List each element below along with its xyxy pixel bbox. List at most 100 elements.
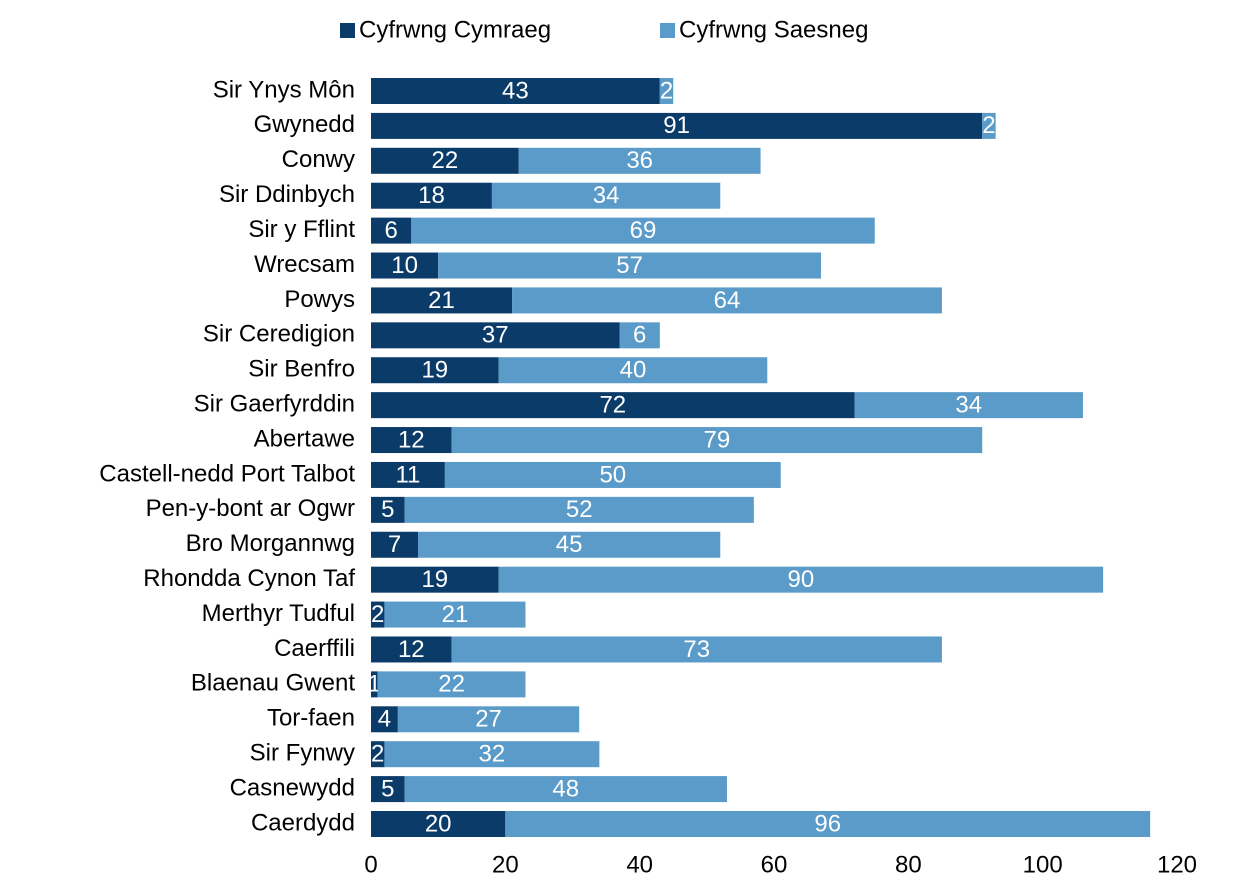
bar-segment [371,357,499,384]
data-label: 5 [381,775,394,802]
y-tick-label: Castell-nedd Port Talbot [99,460,355,487]
x-tick-label: 100 [1023,851,1063,878]
x-tick-label: 20 [492,851,519,878]
bar-segment [371,322,620,349]
bar-segment [854,392,1083,419]
bar-segment [451,427,983,454]
y-tick-label: Wrecsam [254,251,355,278]
data-label: 37 [482,322,509,349]
data-label: 2 [371,601,384,628]
y-tick-label: Sir Gaerfyrddin [194,390,355,417]
data-label: 52 [566,496,593,523]
bar-segment [371,636,452,663]
bar-segment [371,461,445,488]
y-tick-label: Abertawe [254,425,355,452]
bar-segment [371,252,439,279]
data-label: 6 [633,322,646,349]
data-label: 21 [428,287,455,314]
x-tick-label: 40 [626,851,653,878]
bar-segment [371,741,385,768]
data-label: 6 [384,217,397,244]
bar-segment [491,182,721,209]
bar-segment [371,776,405,803]
data-label: 2 [982,112,995,139]
bar-segment [371,566,499,593]
bar-segment [371,496,405,523]
data-label: 2 [371,741,384,768]
x-tick-label: 120 [1157,851,1197,878]
data-label: 21 [442,601,469,628]
y-tick-label: Casnewydd [230,774,355,801]
bar-segment [371,811,506,837]
y-tick-label: Sir Ddinbych [219,181,355,208]
data-label: 64 [714,287,741,314]
bar-segment [371,601,385,628]
legend-label: Cyfrwng Cymraeg [359,16,551,43]
y-tick-label: Blaenau Gwent [191,670,355,697]
bar-segment [371,392,855,419]
y-tick-label: Merthyr Tudful [202,600,355,627]
data-label: 19 [421,357,448,384]
data-label: 57 [616,252,643,279]
data-label: 90 [788,566,815,593]
bar-segment [411,217,875,244]
y-tick-label: Tor-faen [267,705,355,732]
bar-segment [371,147,519,174]
data-label: 4 [378,706,391,733]
data-label: 32 [479,741,506,768]
data-label: 22 [432,147,459,174]
data-label: 22 [438,671,465,698]
data-label: 36 [626,147,653,174]
data-label: 10 [391,252,418,279]
y-tick-label: Pen-y-bont ar Ogwr [146,495,355,522]
bar-segment [512,287,942,314]
data-label: 73 [683,636,710,663]
data-label: 5 [381,496,394,523]
bar-segment [371,671,378,698]
data-label: 72 [599,391,626,418]
data-label: 43 [502,77,529,104]
data-label: 11 [395,461,420,488]
data-label: 19 [421,566,448,593]
legend-label: Cyfrwng Saesneg [679,16,868,43]
bar-segment [384,741,600,768]
bar-segment [418,531,721,558]
y-tick-label: Conwy [282,146,355,173]
x-tick-label: 80 [895,851,922,878]
data-label: 12 [398,426,425,453]
bar-segment [498,566,1104,593]
bar-segment [371,427,452,454]
bar-segment [505,811,1151,837]
bar-segment [384,601,526,628]
data-label: 20 [425,810,452,837]
y-tick-label: Gwynedd [254,111,355,138]
data-label: 91 [663,112,690,139]
bar-segment [619,322,660,349]
bar-segment [498,357,768,384]
data-label: 34 [593,182,620,209]
y-tick-label: Rhondda Cynon Taf [143,565,355,592]
y-tick-label: Sir Fynwy [250,740,355,767]
data-label: 96 [814,810,841,837]
data-label: 2 [660,77,673,104]
data-label: 79 [704,426,731,453]
bar-segment [404,496,754,523]
y-tick-label: Bro Morgannwg [186,530,355,557]
bar-segment [371,287,513,314]
data-label: 50 [599,461,626,488]
data-label: 27 [475,706,502,733]
bar-segment [404,776,727,803]
y-tick-label: Sir y Fflint [248,216,355,243]
bar-segment [371,78,660,104]
legend-swatch [660,23,675,38]
bar-segment [371,112,983,139]
bar-segment [377,671,526,698]
bar-segment [371,182,492,209]
y-tick-label: Sir Ynys Môn [213,76,355,103]
data-label: 45 [556,531,583,558]
data-label: 18 [418,182,445,209]
bar-segment [371,706,398,733]
bar-segment [444,461,781,488]
y-tick-label: Caerffili [274,635,355,662]
